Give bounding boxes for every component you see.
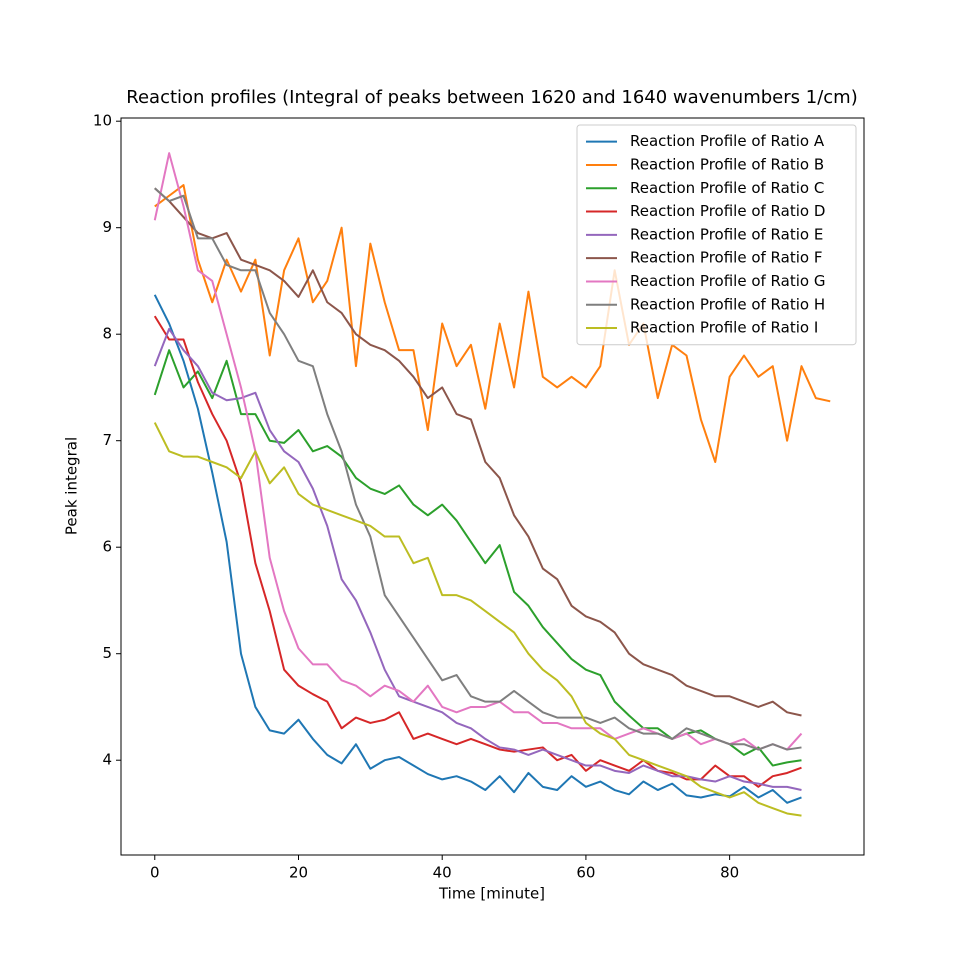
series-line [153, 152, 803, 751]
y-tick-label: 8 [102, 325, 112, 343]
legend-label: Reaction Profile of Ratio G [630, 272, 825, 290]
series-line [153, 315, 802, 788]
legend-label: Reaction Profile of Ratio F [630, 249, 822, 267]
series-line [153, 294, 802, 804]
y-tick-label: 4 [102, 751, 112, 769]
series-line [154, 187, 802, 717]
legend-label: Reaction Profile of Ratio I [630, 319, 818, 337]
x-tick-label: 0 [150, 864, 160, 882]
legend-label: Reaction Profile of Ratio H [630, 295, 825, 313]
series-line [153, 327, 802, 792]
y-tick-label: 9 [102, 218, 112, 236]
legend-label: Reaction Profile of Ratio B [630, 155, 824, 173]
legend-label: Reaction Profile of Ratio D [630, 202, 825, 220]
legend-label: Reaction Profile of Ratio A [630, 132, 825, 150]
y-axis-label: Peak integral [63, 437, 81, 535]
x-tick-label: 40 [433, 864, 452, 882]
axes-frame [120, 117, 865, 856]
x-tick-label: 20 [289, 864, 308, 882]
y-tick-label: 10 [93, 112, 112, 130]
x-tick-label: 80 [720, 864, 739, 882]
x-axis-label: Time [minute] [438, 885, 545, 903]
series-line [153, 349, 802, 767]
chart-title: Reaction profiles (Integral of peaks bet… [126, 87, 857, 108]
y-tick-label: 5 [102, 644, 112, 662]
y-tick-label: 7 [102, 431, 112, 449]
legend: Reaction Profile of Ratio A Reaction Prof… [576, 124, 857, 346]
legend-label: Reaction Profile of Ratio C [630, 179, 824, 197]
y-tick-label: 6 [102, 538, 112, 556]
legend-label: Reaction Profile of Ratio E [630, 225, 823, 243]
x-tick-label: 60 [576, 864, 595, 882]
series-line [153, 422, 802, 817]
legend-box [576, 124, 857, 346]
series-line [154, 187, 802, 751]
series-line [154, 184, 831, 463]
